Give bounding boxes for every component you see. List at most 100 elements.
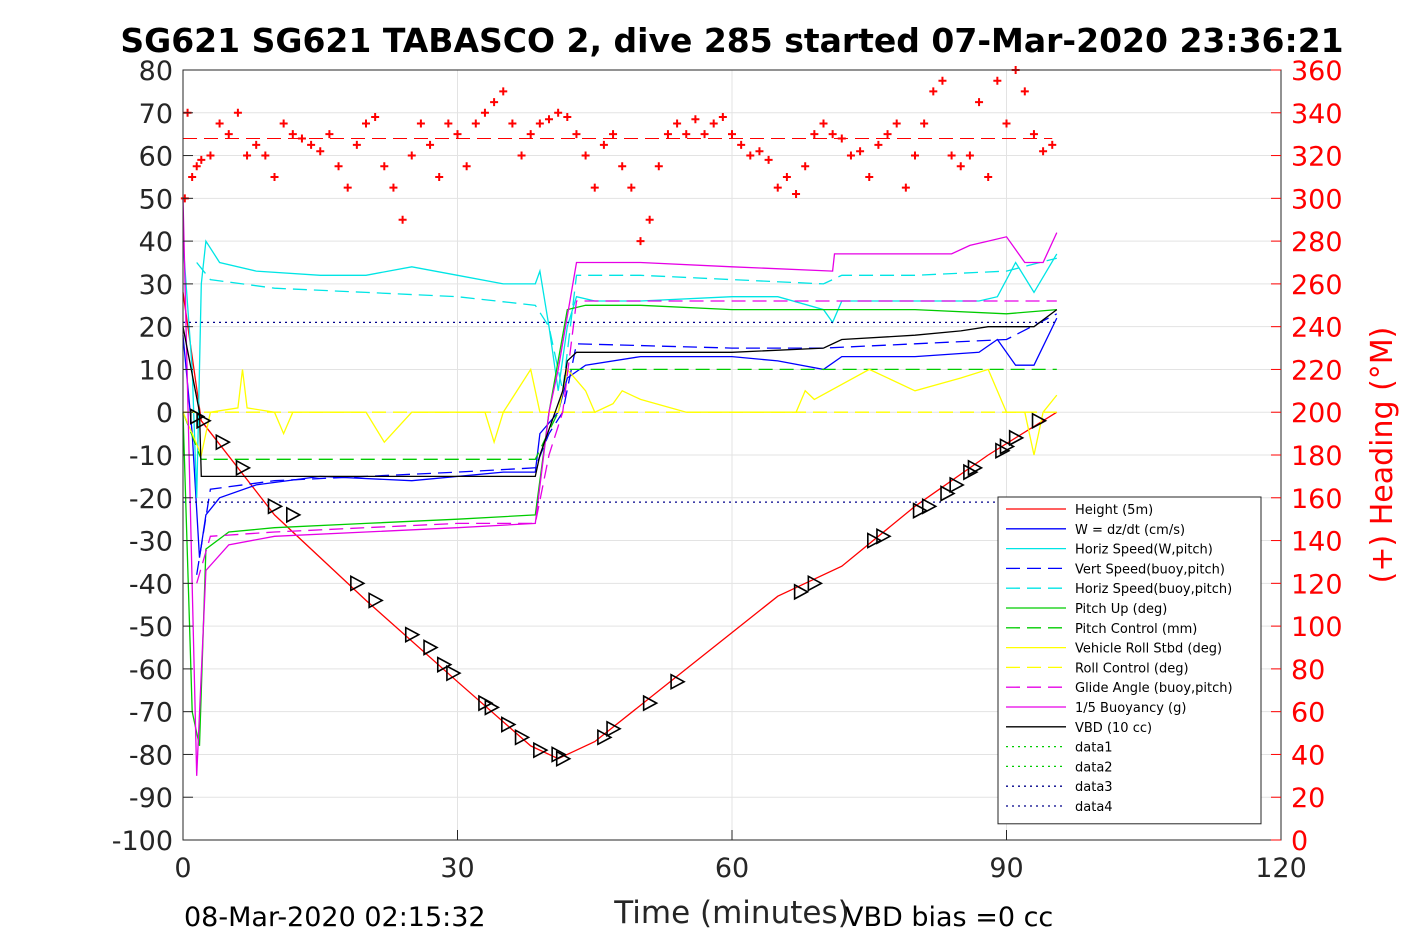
dive-marker-23 (793, 583, 810, 601)
heading-point-15 (297, 134, 306, 143)
legend-label-7: Vehicle Roll Stbd (deg) (1075, 642, 1222, 657)
heading-point-90 (984, 172, 993, 181)
dive-marker-2 (215, 433, 232, 451)
heading-point-54 (654, 162, 663, 171)
heading-point-7 (224, 130, 233, 139)
ticks-layer: 0 30 60 90 12080706050403020100-10-20-30-40-… (112, 56, 1343, 884)
dive-marker-7 (368, 592, 384, 609)
heading-point-73 (828, 130, 837, 139)
y-tick-label-15: -70 (129, 698, 173, 729)
series-line-10 (182, 198, 1058, 776)
heading-point-39 (517, 151, 526, 160)
series-line-4 (196, 257, 1057, 391)
legend-label-13: data2 (1075, 760, 1113, 775)
heading-point-18 (325, 130, 334, 139)
heading-point-52 (636, 237, 645, 246)
y2-tick-label-2: 320 (1291, 142, 1343, 173)
dive-marker-14 (501, 716, 517, 733)
heading-point-33 (462, 162, 471, 171)
heading-point-25 (389, 183, 398, 192)
heading-point-80 (892, 119, 901, 128)
y2-tick-label-15: 60 (1291, 698, 1325, 729)
dive-marker-11 (446, 664, 462, 682)
y-tick-label-2: 60 (139, 142, 173, 173)
heading-point-92 (1002, 119, 1011, 128)
heading-point-85 (938, 76, 947, 85)
heading-point-24 (380, 162, 389, 171)
heading-point-75 (846, 151, 855, 160)
heading-point-83 (920, 119, 929, 128)
heading-point-86 (947, 151, 956, 160)
y2-tick-label-10: 160 (1291, 484, 1343, 515)
heading-point-49 (609, 130, 618, 139)
y-tick-label-18: -100 (112, 826, 173, 857)
y-tick-label-6: 20 (139, 313, 173, 344)
y-tick-label-12: -40 (129, 569, 173, 600)
dive-marker-35 (1008, 429, 1025, 447)
heading-point-66 (764, 155, 773, 164)
y-tick-label-9: -10 (129, 441, 173, 472)
legend-label-15: data4 (1075, 800, 1113, 815)
dive-marker-1 (196, 412, 212, 430)
heading-point-89 (975, 98, 984, 107)
y2-tick-label-3: 300 (1291, 184, 1343, 215)
heading-point-53 (645, 215, 654, 224)
heading-point-46 (581, 151, 590, 160)
heading-point-64 (746, 151, 755, 160)
x-tick-label-4: 120 (1255, 853, 1307, 884)
heading-point-62 (728, 130, 736, 139)
heading-point-13 (279, 119, 288, 128)
dive-marker-30 (949, 476, 965, 494)
dive-marker-20 (606, 720, 622, 738)
y2-tick-label-18: 0 (1291, 826, 1308, 857)
dive-marker-17 (551, 746, 567, 763)
heading-point-42 (545, 115, 553, 124)
heading-point-43 (554, 108, 563, 117)
heading-point-23 (371, 113, 380, 122)
heading-point-94 (1020, 87, 1029, 96)
heading-point-47 (590, 183, 599, 192)
heading-point-74 (837, 134, 846, 143)
heading-point-21 (352, 140, 361, 149)
y-tick-label-8: 0 (156, 398, 173, 429)
dive-marker-18 (555, 750, 572, 768)
heading-point-78 (874, 140, 883, 149)
dive-marker-4 (267, 497, 284, 515)
dive-marker-26 (876, 527, 892, 545)
y-tick-label-0: 80 (139, 56, 173, 87)
y-tick-label-14: -60 (129, 655, 173, 686)
heading-point-29 (426, 140, 435, 149)
dive-marker-9 (423, 639, 439, 656)
heading-point-91 (993, 76, 1002, 85)
dive-marker-25 (867, 532, 883, 549)
y2-tick-label-11: 140 (1291, 527, 1343, 558)
y-tick-label-13: -50 (129, 612, 173, 643)
heading-point-14 (288, 130, 297, 139)
legend-label-4: Horiz Speed(buoy,pitch) (1075, 582, 1232, 597)
legend-label-2: Horiz Speed(W,pitch) (1075, 543, 1213, 558)
heading-point-34 (471, 119, 480, 128)
heading-point-40 (526, 130, 535, 139)
legend-label-0: Height (5m) (1075, 503, 1153, 518)
dive-marker-36 (1031, 412, 1048, 430)
heading-point-27 (407, 151, 416, 160)
y2-tick-label-1: 340 (1291, 99, 1343, 130)
y-axis-right-label: (+) Heading (°M) (1365, 327, 1400, 584)
series-line-2 (182, 239, 1058, 498)
heading-point-72 (819, 119, 828, 128)
y2-tick-label-4: 280 (1291, 227, 1343, 258)
dive-marker-31 (963, 463, 979, 481)
series-line-9 (196, 300, 1057, 584)
heading-point-77 (865, 172, 874, 181)
heading-point-19 (334, 162, 343, 171)
y2-tick-label-0: 360 (1291, 56, 1343, 87)
y-tick-label-4: 40 (139, 227, 173, 258)
heading-point-45 (572, 130, 581, 139)
chart-title: SG621 SG621 TABASCO 2, dive 285 started … (120, 21, 1343, 60)
legend-box (997, 496, 1262, 825)
heading-point-71 (810, 130, 819, 139)
heading-point-95 (1029, 130, 1038, 139)
heading-point-6 (215, 119, 224, 128)
heading-point-50 (618, 162, 627, 171)
